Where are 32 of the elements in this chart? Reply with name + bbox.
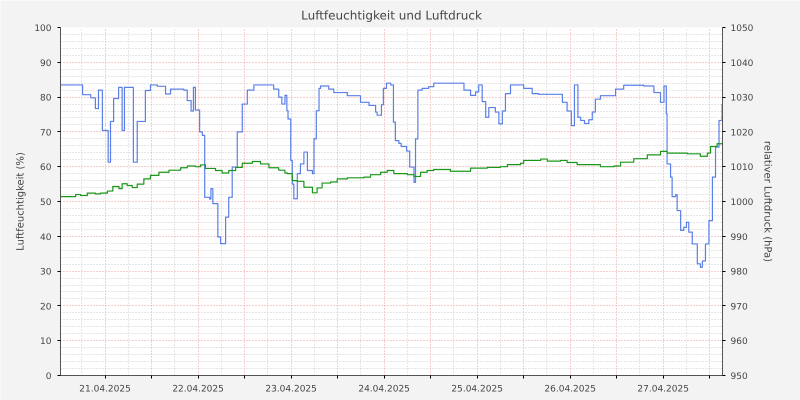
y2-tick-label: 1050 [730,24,754,34]
y-tick-label: 90 [40,58,52,69]
y2-tick-label: 960 [730,337,748,348]
y-tick-label: 70 [40,128,52,138]
x-tick-label: 23.04.2025 [265,384,317,394]
x-tick-label: 21.04.2025 [79,384,131,394]
y2-tick-label: 1000 [730,198,754,208]
y-tick-label: 20 [40,302,52,312]
x-tick-label: 26.04.2025 [544,384,596,394]
y-tick-label: 50 [40,198,52,208]
y-tick-label: 40 [40,232,52,243]
y2-tick-label: 1020 [730,128,754,138]
y2-tick-label: 970 [730,302,748,312]
y2-tick-label: 980 [730,268,748,278]
x-tick-label: 22.04.2025 [172,384,224,394]
y2-axis-title: relativer Luftdruck (hPa) [761,140,772,262]
x-tick-label: 25.04.2025 [451,384,503,394]
y-tick-label: 10 [40,337,52,348]
x-tick-label: 24.04.2025 [358,384,410,394]
x-tick-label: 27.04.2025 [637,384,689,394]
y-tick-label: 30 [40,268,52,278]
y-tick-label: 80 [40,94,52,104]
y2-tick-label: 1040 [730,58,754,69]
y-axis-title: Luftfeuchtigkeit (%) [15,152,26,251]
y-tick-label: 100 [34,24,52,34]
chart-title: Luftfeuchtigkeit und Luftdruck [301,8,482,22]
y2-tick-label: 1030 [730,94,754,104]
y2-tick-label: 990 [730,232,748,243]
y2-tick-label: 950 [730,372,748,382]
y-tick-label: 0 [46,372,52,382]
y-tick-label: 60 [40,163,52,174]
y2-tick-label: 1010 [730,163,754,174]
